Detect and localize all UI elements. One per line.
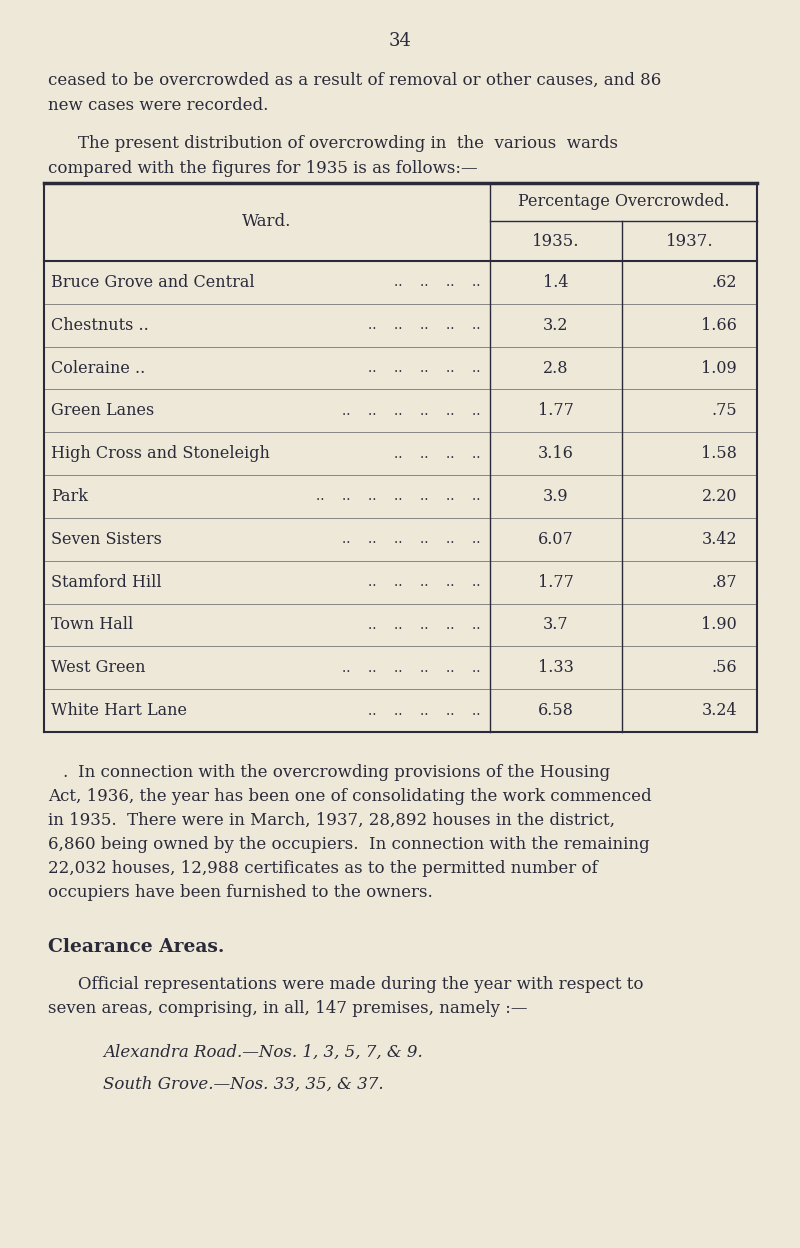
Text: Seven Sisters: Seven Sisters: [51, 530, 162, 548]
Text: occupiers have been furnished to the owners.: occupiers have been furnished to the own…: [48, 884, 433, 901]
Text: seven areas, comprising, in all, 147 premises, namely :—: seven areas, comprising, in all, 147 pre…: [48, 1000, 527, 1017]
Text: 3.2: 3.2: [543, 317, 569, 333]
Text: 1.09: 1.09: [702, 359, 737, 377]
Text: Town Hall: Town Hall: [51, 617, 134, 634]
Text: 1935.: 1935.: [532, 232, 580, 250]
Text: ..    ..    ..    ..    ..    ..    ..: .. .. .. .. .. .. ..: [315, 489, 480, 503]
Text: West Green: West Green: [51, 659, 146, 676]
Text: .87: .87: [711, 574, 737, 590]
Text: 6,860 being owned by the occupiers.  In connection with the remaining: 6,860 being owned by the occupiers. In c…: [48, 836, 650, 852]
Text: Bruce Grove and Central: Bruce Grove and Central: [51, 273, 254, 291]
Text: ..    ..    ..    ..    ..: .. .. .. .. ..: [367, 318, 480, 332]
Text: Alexandra Road.—Nos. 1, 3, 5, 7, & 9.: Alexandra Road.—Nos. 1, 3, 5, 7, & 9.: [103, 1045, 422, 1061]
Text: ceased to be overcrowded as a result of removal or other causes, and 86: ceased to be overcrowded as a result of …: [48, 72, 662, 89]
Text: .56: .56: [711, 659, 737, 676]
Text: Percentage Overcrowded.: Percentage Overcrowded.: [518, 193, 730, 211]
Text: Stamford Hill: Stamford Hill: [51, 574, 162, 590]
Text: 3.24: 3.24: [702, 703, 737, 719]
Text: 3.16: 3.16: [538, 446, 574, 462]
Text: 1.77: 1.77: [538, 574, 574, 590]
Text: compared with the figures for 1935 is as follows:—: compared with the figures for 1935 is as…: [48, 160, 478, 177]
Text: Chestnuts ..: Chestnuts ..: [51, 317, 149, 333]
Text: White Hart Lane: White Hart Lane: [51, 703, 187, 719]
Text: .75: .75: [711, 402, 737, 419]
Text: Act, 1936, the year has been one of consolidating the work commenced: Act, 1936, the year has been one of cons…: [48, 787, 652, 805]
Text: ..    ..    ..    ..    ..    ..: .. .. .. .. .. ..: [342, 660, 480, 675]
Text: In connection with the overcrowding provisions of the Housing: In connection with the overcrowding prov…: [78, 764, 610, 781]
Text: ..    ..    ..    ..    ..    ..: .. .. .. .. .. ..: [342, 404, 480, 418]
Text: High Cross and Stoneleigh: High Cross and Stoneleigh: [51, 446, 270, 462]
Text: .62: .62: [711, 273, 737, 291]
Text: 2.8: 2.8: [543, 359, 569, 377]
Text: 3.42: 3.42: [702, 530, 737, 548]
Text: 6.07: 6.07: [538, 530, 574, 548]
Text: ..    ..    ..    ..: .. .. .. ..: [394, 276, 480, 290]
Text: 3.7: 3.7: [543, 617, 569, 634]
Text: ..    ..    ..    ..    ..: .. .. .. .. ..: [367, 361, 480, 376]
Text: Ward.: Ward.: [242, 213, 292, 231]
Text: Green Lanes: Green Lanes: [51, 402, 154, 419]
Text: 22,032 houses, 12,988 certificates as to the permitted number of: 22,032 houses, 12,988 certificates as to…: [48, 860, 598, 877]
Text: Clearance Areas.: Clearance Areas.: [48, 938, 224, 956]
Text: Coleraine ..: Coleraine ..: [51, 359, 146, 377]
Text: 2.20: 2.20: [702, 488, 737, 505]
Text: ..    ..    ..    ..    ..    ..: .. .. .. .. .. ..: [342, 533, 480, 547]
Text: The present distribution of overcrowding in  the  various  wards: The present distribution of overcrowding…: [78, 135, 618, 152]
Text: South Grove.—Nos. 33, 35, & 37.: South Grove.—Nos. 33, 35, & 37.: [103, 1076, 384, 1093]
Text: Park: Park: [51, 488, 88, 505]
Text: 1937.: 1937.: [666, 232, 714, 250]
Text: ..    ..    ..    ..    ..: .. .. .. .. ..: [367, 618, 480, 631]
Text: 34: 34: [389, 32, 411, 50]
Text: 1.33: 1.33: [538, 659, 574, 676]
Text: ..    ..    ..    ..    ..: .. .. .. .. ..: [367, 704, 480, 718]
Text: ..    ..    ..    ..    ..: .. .. .. .. ..: [367, 575, 480, 589]
Text: new cases were recorded.: new cases were recorded.: [48, 97, 268, 114]
Text: 1.58: 1.58: [701, 446, 737, 462]
Text: ..    ..    ..    ..: .. .. .. ..: [394, 447, 480, 461]
Text: 1.90: 1.90: [702, 617, 737, 634]
Text: 1.4: 1.4: [543, 273, 569, 291]
Text: 1.66: 1.66: [701, 317, 737, 333]
Text: 1.77: 1.77: [538, 402, 574, 419]
Text: 6.58: 6.58: [538, 703, 574, 719]
Text: in 1935.  There were in March, 1937, 28,892 houses in the district,: in 1935. There were in March, 1937, 28,8…: [48, 812, 615, 829]
Text: Official representations were made during the year with respect to: Official representations were made durin…: [78, 976, 643, 993]
Text: .: .: [62, 764, 67, 781]
Text: 3.9: 3.9: [543, 488, 569, 505]
